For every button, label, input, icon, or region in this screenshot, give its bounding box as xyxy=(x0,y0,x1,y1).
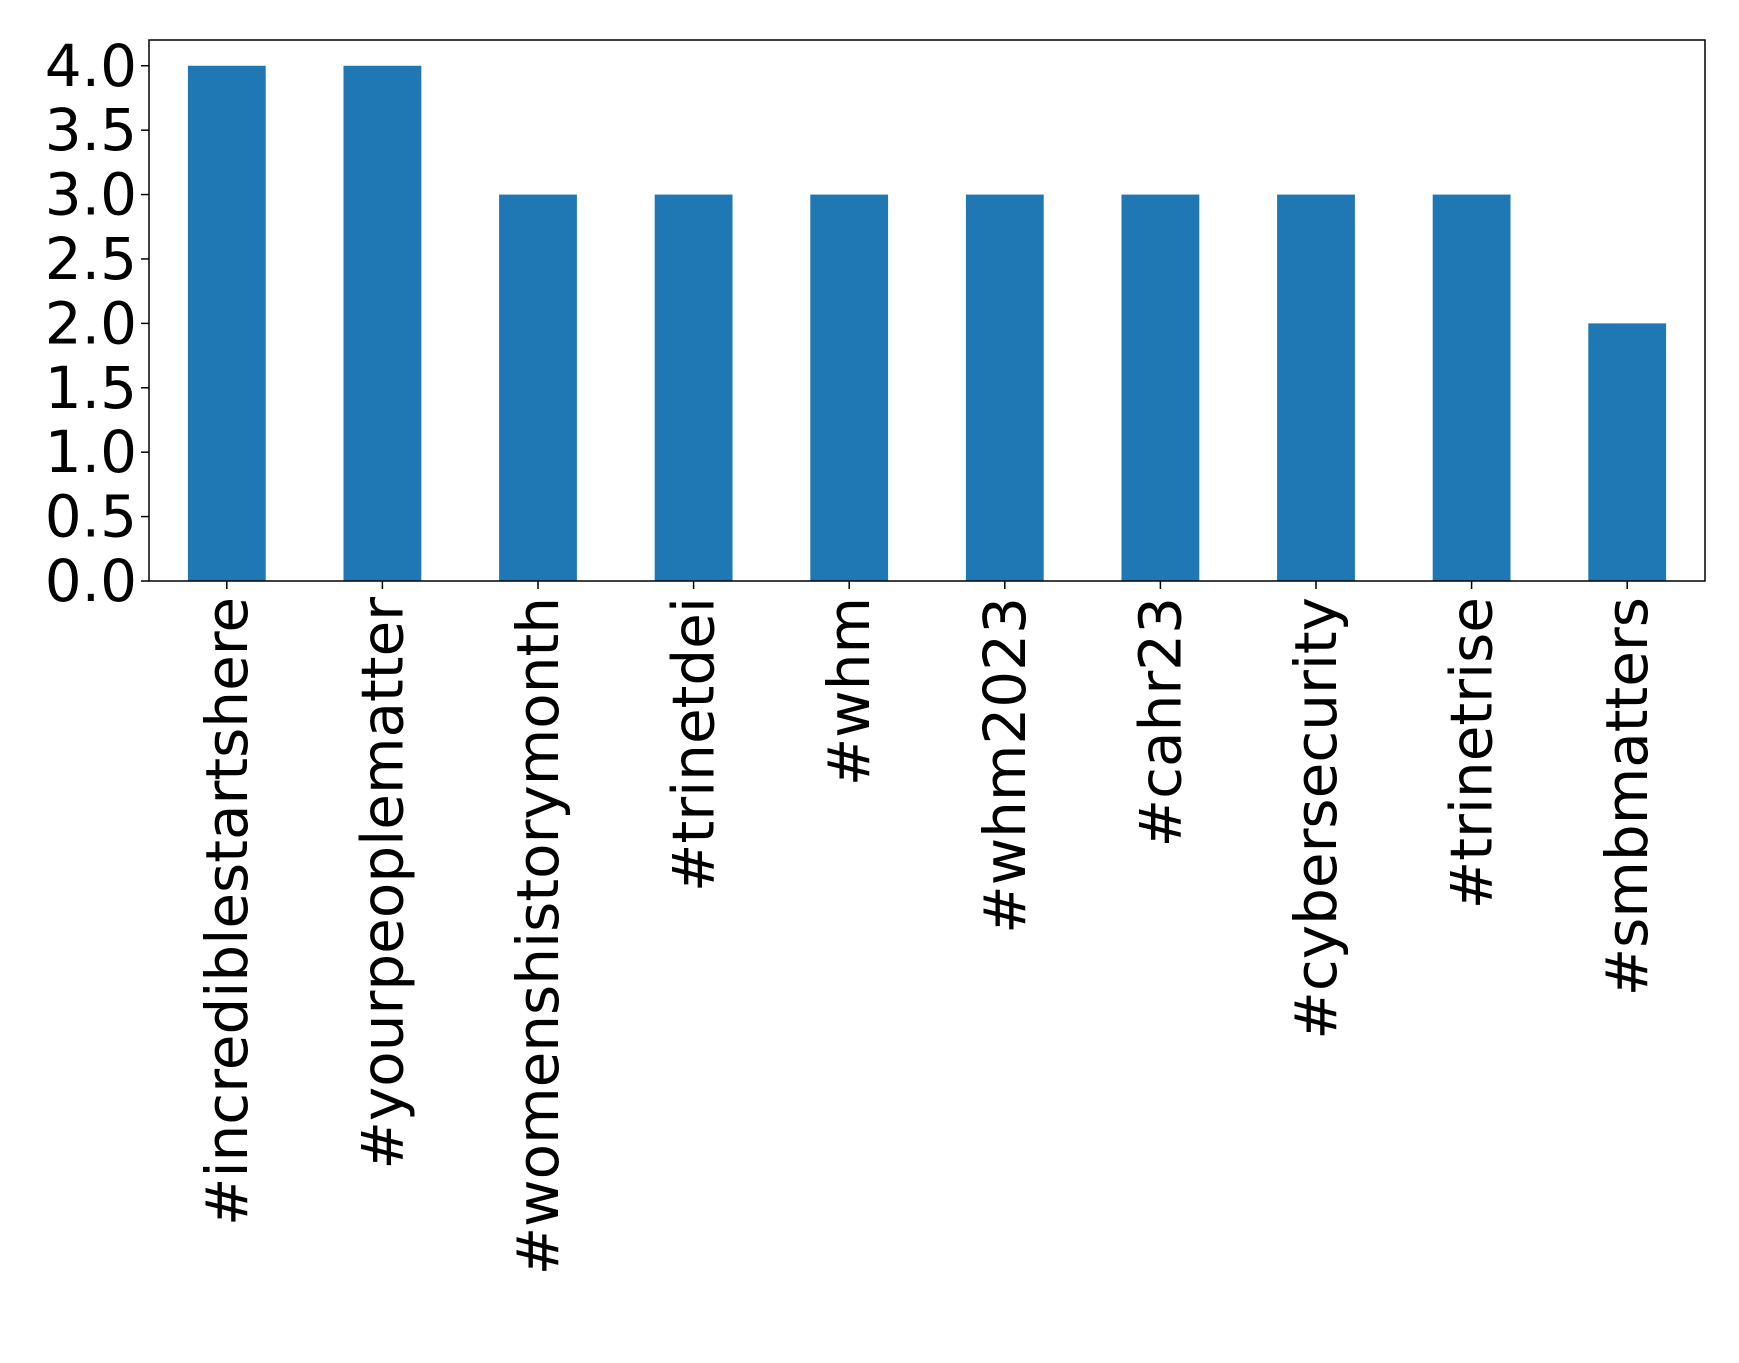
x-tick-label: #womenshistorymonth xyxy=(504,597,572,1275)
x-tick-label: #whm xyxy=(815,597,883,786)
x-tick-label: #cybersecurity xyxy=(1282,597,1350,1040)
bar-whm xyxy=(810,194,889,581)
bar-cybersecurity xyxy=(1277,194,1355,581)
y-axis: 0.00.51.01.52.02.53.03.54.0 xyxy=(45,32,149,615)
bar-whm2023 xyxy=(965,194,1044,581)
x-tick-label: #cahr23 xyxy=(1126,597,1194,847)
x-tick-label: #trinetdei xyxy=(660,597,728,892)
bar-smbmatters xyxy=(1588,323,1667,581)
bar-incrediblestartshere xyxy=(187,65,266,581)
y-tick-label: 1.5 xyxy=(45,354,137,422)
x-tick-label: #yourpeoplematter xyxy=(348,597,416,1170)
y-tick-label: 0.0 xyxy=(45,547,137,615)
y-tick-label: 2.0 xyxy=(45,289,137,357)
y-tick-label: 0.5 xyxy=(45,483,137,551)
x-tick-label: #smbmatters xyxy=(1593,597,1661,996)
x-tick-label: #incrediblestartshere xyxy=(193,597,261,1226)
y-tick-label: 3.0 xyxy=(45,161,137,229)
bar-yourpeoplematter xyxy=(343,65,422,581)
x-tick-label: #whm2023 xyxy=(971,597,1039,934)
x-axis: #incrediblestartshere #yourpeoplematter #w… xyxy=(193,581,1661,1275)
bars-layer xyxy=(187,65,1667,581)
bar-cahr23 xyxy=(1121,194,1200,581)
bar-trinetrise xyxy=(1432,194,1511,581)
y-tick-label: 3.5 xyxy=(45,96,137,164)
y-tick-label: 1.0 xyxy=(45,418,137,486)
bar-womenshistorymonth xyxy=(499,194,577,581)
bar-trinetdei xyxy=(654,194,733,581)
y-tick-label: 2.5 xyxy=(45,225,137,293)
plot-frame xyxy=(148,39,1706,582)
x-tick-label: #trinetrise xyxy=(1438,597,1506,909)
y-tick-label: 4.0 xyxy=(45,32,137,100)
